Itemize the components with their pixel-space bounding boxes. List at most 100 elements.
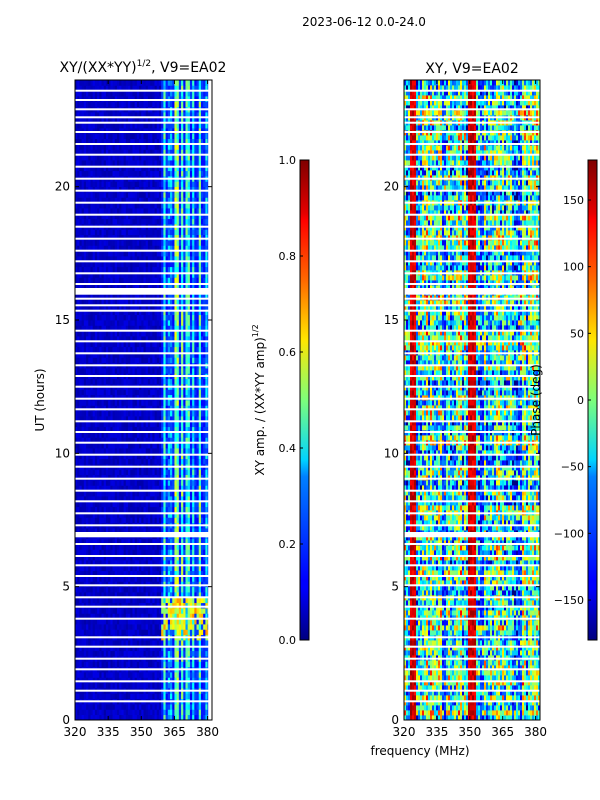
amp-panel: XY/(XX*YY)1/2, V9=EA02 320 335 350 365 380 0… [33,59,226,739]
colorbar-tick-label: 0.8 [279,250,297,263]
flagged-row [404,575,540,577]
flagged-row [404,645,540,648]
flagged-row [75,441,212,444]
flagged-row [75,309,212,312]
flagged-row [404,489,540,492]
flagged-row [75,283,212,285]
y-tick-label: 5 [62,580,70,594]
flagged-row [404,524,540,527]
flagged-row [404,564,540,567]
flagged-row [404,680,540,683]
flagged-row [404,237,540,240]
colorbar-tick-label: 150 [563,194,584,207]
flagged-row [75,489,212,492]
flagged-row [75,605,212,608]
flagged-row [75,645,212,648]
flagged-row [75,375,212,377]
amp-colorbar: 0.0 0.2 0.4 0.6 0.8 1.0 XY amp. / (XX*YY amp)… [251,154,310,647]
flagged-row [404,177,540,180]
phase-plot-frame [403,79,541,721]
flagged-row [75,465,212,468]
flagged-row [75,177,212,180]
flagged-row [404,213,540,216]
flagged-row [404,385,540,388]
x-tick-label: 350 [458,725,481,739]
colorbar-tick-label: 1.0 [279,154,297,167]
flagged-row [75,477,212,480]
phase-x-axis: 320 335 350 365 380 [393,80,547,739]
amp-heatmap [75,80,213,721]
flagged-row [75,596,212,599]
flagged-row [404,668,540,671]
flagged-row [404,420,540,423]
flagged-row [75,408,212,411]
flagged-row [404,352,540,355]
flagged-row [75,121,212,124]
x-tick-label: 380 [196,725,219,739]
flagged-row [404,657,540,660]
flagged-row [75,165,212,168]
flagged-row [75,575,212,577]
amp-plot-frame [74,79,213,721]
phase-y-axis: 0 5 10 15 20 [384,180,540,727]
colorbar-tick-label: 100 [563,261,584,274]
flagged-band [75,288,212,295]
flagged-row [75,237,212,240]
flagged-row [75,116,212,119]
flagged-row [404,165,540,168]
flagged-row [75,108,212,111]
amp-y-axis: 0 5 10 15 20 [55,180,212,727]
flagged-row [75,340,212,343]
flagged-row [75,153,212,156]
flagged-row [75,260,212,263]
amp-colorbar-gradient [299,159,310,641]
colorbar-tick-label: 0.4 [279,442,297,455]
figure-x-axis-label: frequency (MHz) [370,744,469,758]
flagged-row [75,500,212,503]
flagged-row [75,700,212,703]
flagged-row [404,297,540,300]
flagged-row [75,99,212,101]
x-tick-label: 365 [491,725,514,739]
flagged-row [75,524,212,527]
flagged-row [404,617,540,620]
flagged-row [404,340,540,343]
flagged-row [404,260,540,263]
y-tick-label: 0 [62,713,70,727]
flagged-row [75,680,212,683]
flagged-row [404,225,540,228]
flagged-row [404,329,540,332]
amp-title-superscript: 1/2 [137,59,151,69]
flagged-row [75,657,212,660]
x-tick-label: 335 [425,725,448,739]
figure-suptitle: 2023-06-12 0.0-24.0 [302,15,426,29]
flagged-row [75,512,212,515]
flagged-row [404,116,540,119]
phase-panel: XY, V9=EA02 320 335 350 365 380 0 5 10 15 20 [384,61,547,739]
flagged-band [75,532,212,538]
flagged-row [404,689,540,692]
flagged-row [75,131,212,133]
phase-colorbar: −150 −100 −50 0 50 100 150 Phase (deg) [529,159,598,641]
flagged-row [75,636,212,639]
flagged-row [404,584,540,587]
colorbar-tick-label: 50 [570,327,584,340]
flagged-row [404,201,540,204]
y-tick-label: 15 [384,313,399,327]
flagged-row [404,408,540,411]
flagged-row [75,689,212,692]
flagged-row [404,283,540,285]
flagged-row [75,213,212,216]
phase-flagged-rows [404,89,540,703]
amp-colorbar-ticks: 0.0 0.2 0.4 0.6 0.8 1.0 [279,154,303,647]
flagged-row [75,543,212,545]
flagged-row [75,225,212,228]
flagged-row [404,605,540,608]
flagged-row [404,441,540,444]
y-tick-label: 10 [55,446,70,460]
flagged-row [75,272,212,275]
flagged-row [75,329,212,332]
flagged-row [75,143,212,145]
flagged-row [404,89,540,92]
